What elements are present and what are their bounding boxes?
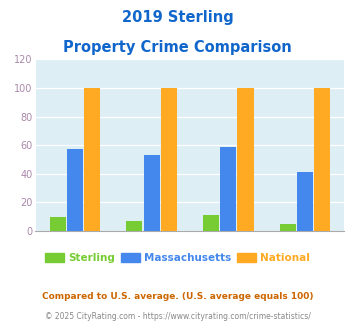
- Bar: [84, 88, 100, 231]
- Bar: [297, 172, 313, 231]
- Bar: [280, 224, 296, 231]
- Bar: [126, 221, 142, 231]
- Bar: [203, 215, 219, 231]
- Bar: [220, 147, 236, 231]
- Bar: [314, 88, 330, 231]
- Legend: Sterling, Massachusetts, National: Sterling, Massachusetts, National: [41, 248, 314, 267]
- Bar: [143, 155, 160, 231]
- Text: Compared to U.S. average. (U.S. average equals 100): Compared to U.S. average. (U.S. average …: [42, 292, 313, 301]
- Bar: [237, 88, 253, 231]
- Bar: [50, 217, 66, 231]
- Bar: [161, 88, 177, 231]
- Text: 2019 Sterling: 2019 Sterling: [122, 10, 233, 25]
- Text: Property Crime Comparison: Property Crime Comparison: [63, 40, 292, 54]
- Text: © 2025 CityRating.com - https://www.cityrating.com/crime-statistics/: © 2025 CityRating.com - https://www.city…: [45, 312, 310, 321]
- Bar: [67, 149, 83, 231]
